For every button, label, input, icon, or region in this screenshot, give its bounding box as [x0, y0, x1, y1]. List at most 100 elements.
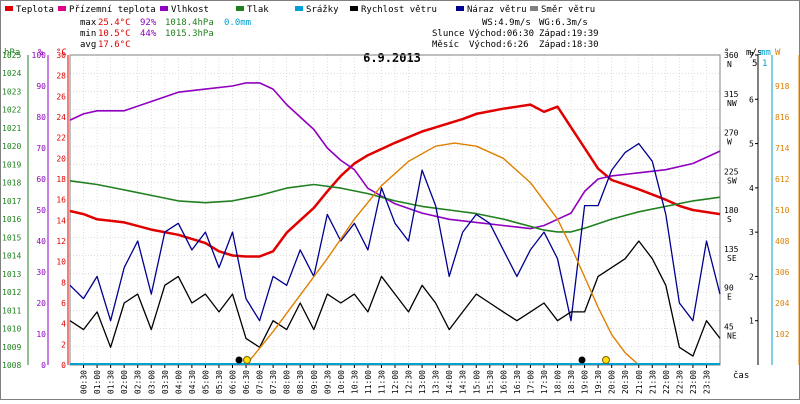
x-tick-label: 21:00 — [635, 370, 644, 394]
x-tick-label: 17:30 — [540, 370, 549, 394]
wind-tick: 1 — [749, 317, 754, 326]
legend-swatch — [295, 6, 303, 11]
stat-min-press: 1015.3hPa — [165, 29, 214, 39]
legend-swatch — [530, 6, 538, 11]
temp-tick: 12 — [56, 237, 66, 246]
humidity-tick: 50 — [36, 206, 46, 215]
direction-tick: 180 — [724, 206, 739, 215]
pressure-tick: 1025 — [2, 51, 21, 60]
stat-min-temp: 10.5°C — [98, 29, 131, 39]
temp-axis-unit: °C — [56, 48, 67, 58]
humidity-tick: 100 — [32, 51, 47, 60]
x-tick-label: 03:30 — [161, 370, 170, 394]
humidity-tick: 60 — [36, 175, 46, 184]
x-tick-label: 18:30 — [567, 370, 576, 394]
stat-max-hum: 92% — [140, 18, 157, 28]
x-tick-label: 06:00 — [229, 370, 238, 394]
wind-tick: 7 — [749, 51, 754, 60]
legend-item: Směr větru — [541, 5, 595, 15]
temp-tick: 8 — [61, 278, 66, 287]
temp-tick: 4 — [61, 320, 66, 329]
x-tick-label: 21:30 — [648, 370, 657, 394]
temp-tick: 0 — [61, 361, 66, 370]
pressure-tick: 1010 — [2, 325, 21, 334]
x-tick-label: 15:00 — [472, 370, 481, 394]
temp-tick: 10 — [56, 258, 66, 267]
legend-item: Rychlost větru — [361, 5, 437, 15]
legend-swatch — [58, 6, 66, 11]
moon-rise-marker — [235, 356, 243, 364]
stat-max-press: 1018.4hPa — [165, 18, 214, 28]
rain-axis-top-tick: 1 — [762, 59, 767, 69]
stat-max-temp: 25.4°C — [98, 18, 131, 28]
stat-min-hum: 44% — [140, 29, 157, 39]
temp-tick: 30 — [56, 51, 66, 60]
x-tick-label: 11:30 — [377, 370, 386, 394]
stat-avg-temp: 17.6°C — [98, 40, 131, 50]
wind-tick: 2 — [749, 272, 754, 281]
x-tick-label: 01:30 — [107, 370, 116, 394]
x-tick-label: 12:00 — [391, 370, 400, 394]
legend: Teplota Přízemní teplota Vlhkost Tlak Srážky… — [5, 5, 595, 15]
direction-tick-label: NW — [727, 99, 737, 108]
direction-tick-label: E — [727, 293, 732, 302]
series-line-1 — [69, 82, 721, 230]
pressure-tick: 1017 — [2, 197, 21, 206]
direction-tick-label: S — [727, 215, 732, 224]
temp-tick: 22 — [56, 134, 66, 143]
stat-max-rain: 0.0mm — [224, 18, 251, 28]
x-tick-label: 09:00 — [310, 370, 319, 394]
x-tick-label: 20:00 — [608, 370, 617, 394]
humidity-tick: 10 — [36, 330, 46, 339]
sun-rise: Východ:06:30 — [469, 29, 534, 39]
temp-tick: 16 — [56, 196, 66, 205]
x-tick-label: 17:00 — [526, 370, 535, 394]
x-tick-label: 10:30 — [350, 370, 359, 394]
wind-info-block: WS:4.9m/s WG:6.3m/s Slunce Východ:06:30 … — [432, 18, 599, 50]
pressure-tick: 1012 — [2, 288, 21, 297]
moon-set: Západ:18:30 — [539, 40, 599, 50]
x-tick-label: 14:00 — [445, 370, 454, 394]
chart-title: 6.9.2013 — [363, 51, 421, 65]
legend-swatch — [236, 6, 244, 11]
stat-min-label: min — [80, 29, 96, 39]
pressure-tick: 1015 — [2, 233, 21, 242]
legend-item: Tlak — [247, 5, 269, 15]
x-tick-label: 22:30 — [675, 370, 684, 394]
humidity-tick: 70 — [36, 144, 46, 153]
wind-tick: 4 — [749, 184, 754, 193]
x-tick-label: 22:00 — [662, 370, 671, 394]
direction-tick-label: W — [727, 138, 732, 147]
x-tick-label: 08:30 — [296, 370, 305, 394]
x-tick-label: 06:30 — [242, 370, 251, 394]
pressure-tick: 1022 — [2, 106, 21, 115]
wind-axis-unit: m/s — [746, 48, 762, 58]
humidity-tick: 30 — [36, 268, 46, 277]
x-tick-label: 02:30 — [134, 370, 143, 394]
series-line-5 — [245, 142, 640, 366]
sun-moon-markers — [235, 356, 610, 364]
pressure-tick: 1021 — [2, 124, 21, 133]
series-line-0 — [69, 103, 721, 258]
solar-tick: 204 — [775, 299, 790, 308]
series-line-3 — [69, 142, 721, 322]
x-tick-label: 04:00 — [174, 370, 183, 394]
moon-rise: Východ:6:26 — [469, 40, 529, 50]
legend-swatch — [456, 6, 464, 11]
stats-block: max 25.4°C 92% 1018.4hPa 0.0mm min 10.5°… — [80, 18, 251, 50]
direction-axis-unit: ° — [724, 48, 729, 58]
sun-label: Slunce — [432, 29, 465, 39]
moon-set-marker — [578, 356, 586, 364]
direction-tick-label: SW — [727, 176, 737, 185]
x-tick-label: 09:30 — [323, 370, 332, 394]
x-tick-label: 15:30 — [486, 370, 495, 394]
temp-tick: 24 — [56, 113, 66, 122]
pressure-tick: 1014 — [2, 252, 21, 261]
stat-max-label: max — [80, 18, 97, 28]
x-tick-label: 11:00 — [364, 370, 373, 394]
solar-tick: 306 — [775, 268, 790, 277]
solar-tick: 510 — [775, 206, 790, 215]
rain-axis-unit: mm — [760, 48, 771, 58]
humidity-tick: 80 — [36, 113, 46, 122]
